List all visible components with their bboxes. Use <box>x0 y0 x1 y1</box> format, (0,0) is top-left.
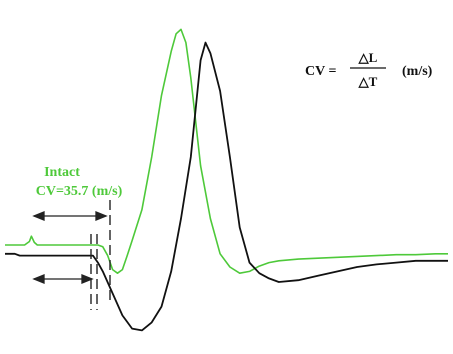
upper-arrow-head-right <box>95 211 108 221</box>
intact-label: Intact <box>44 165 80 180</box>
formula-lhs: CV = <box>305 64 336 79</box>
measurement-markers <box>90 200 111 310</box>
formula-unit: (m/s) <box>402 64 433 79</box>
series-line-green <box>5 28 448 275</box>
lower-arrow-head-left <box>32 274 45 284</box>
series-layer <box>5 28 448 332</box>
intact-cv-label: CV=35.7 (m/s) <box>36 184 123 199</box>
series-line-black <box>5 41 448 332</box>
formula-denominator: △T <box>358 74 378 89</box>
upper-arrow-head-left <box>32 211 45 221</box>
formula-numerator: △L <box>358 50 378 65</box>
distance-arrows <box>32 211 108 284</box>
lower-arrow-head-right <box>81 274 94 284</box>
